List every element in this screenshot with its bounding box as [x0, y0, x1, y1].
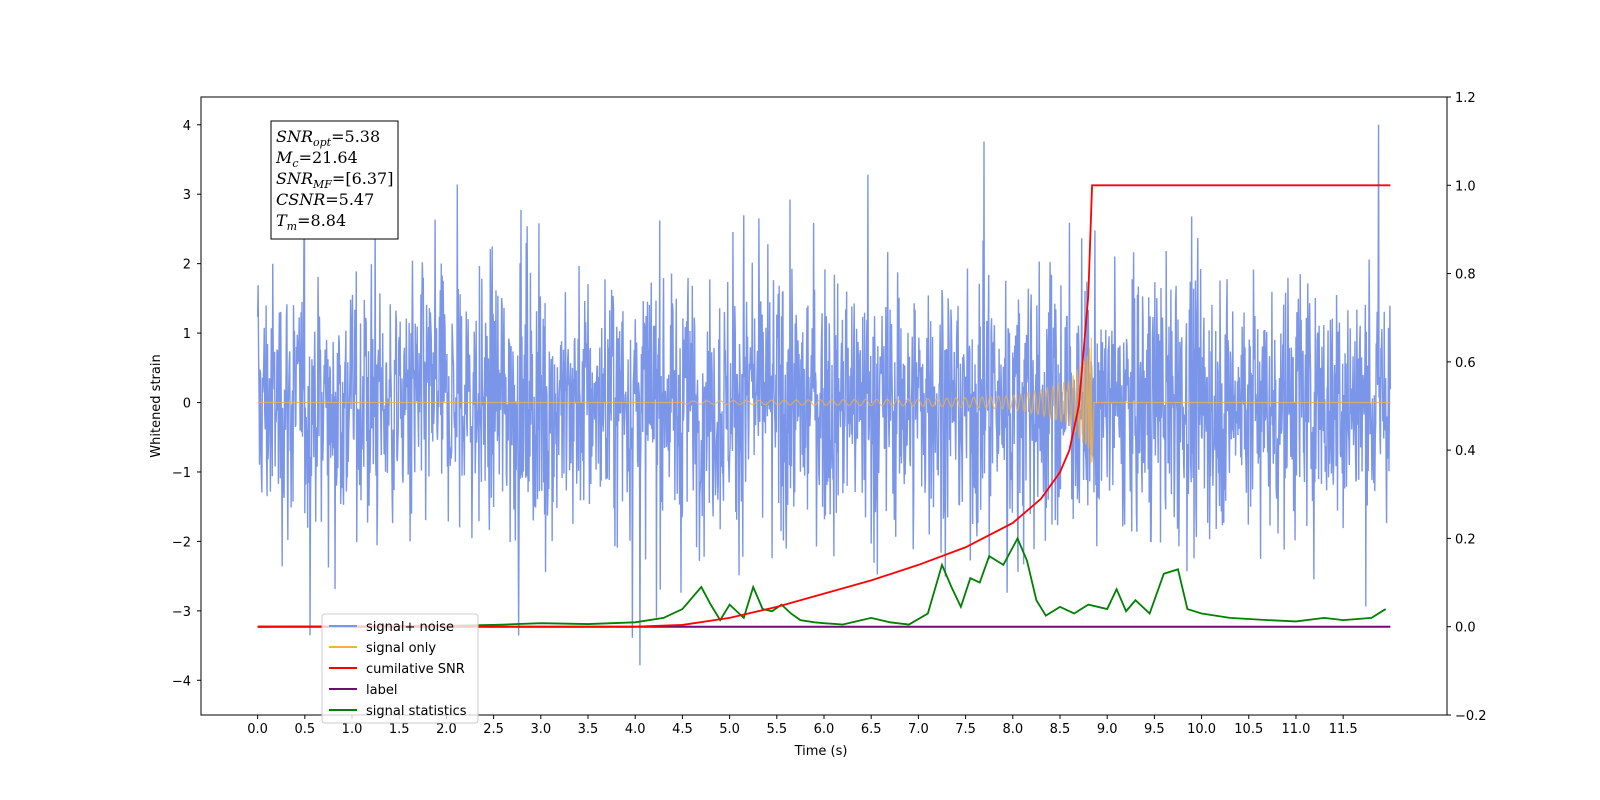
y-tick-label-left: 2 [183, 258, 191, 273]
series-signal-noise [256, 124, 1392, 666]
x-tick-label: 0.5 [294, 722, 315, 737]
x-tick-label: 6.5 [861, 722, 882, 737]
y-tick-label-left: 0 [183, 397, 191, 412]
legend: signal+ noise signal only cumilative SNR la… [321, 613, 479, 724]
legend-label: signal+ noise [366, 620, 454, 635]
y-tick-label-left: −4 [172, 674, 191, 689]
legend-frame [321, 613, 479, 724]
legend-label: cumilative SNR [366, 662, 465, 677]
stats-box: SNRopt=5.38Mc=21.64SNRMF=[6.37]CSNR=5.47… [270, 120, 399, 240]
y-axis-title: Whitened strain [149, 354, 164, 457]
y-tick-label-right: 0.2 [1455, 532, 1476, 547]
y-tick-label-right: 0.6 [1455, 356, 1476, 371]
series-signal-statistics [257, 536, 1387, 628]
x-tick-label: 1.0 [342, 722, 363, 737]
y-tick-label-right: 0.4 [1455, 444, 1476, 459]
x-tick-label: 2.5 [483, 722, 504, 737]
legend-label: label [366, 683, 397, 698]
x-tick-label: 8.0 [1002, 722, 1023, 737]
x-tick-label: 0.0 [247, 722, 268, 737]
stats-line: Mc=21.64 [275, 148, 358, 170]
x-tick-label: 2.0 [436, 722, 457, 737]
series-signal-only [257, 337, 1391, 464]
stats-line: SNRMF=[6.37] [276, 169, 393, 191]
x-tick-label: 11.5 [1329, 722, 1358, 737]
x-tick-label: 5.0 [719, 722, 740, 737]
stats-line: Tm=8.84 [276, 211, 346, 233]
y-tick-label-left: 3 [183, 188, 191, 203]
y-tick-label-right: 1.2 [1455, 91, 1476, 106]
x-tick-label: 5.5 [766, 722, 787, 737]
y-axis-right: 1.2 1.0 0.8 0.6 0.4 0.2 0.0 −0.2 [1447, 91, 1487, 724]
x-tick-label: 11.0 [1281, 722, 1310, 737]
y-tick-label-right: 0.8 [1455, 268, 1476, 283]
x-tick-label: 7.0 [908, 722, 929, 737]
x-tick-label: 9.5 [1144, 722, 1165, 737]
series-cumulative-snr [257, 184, 1391, 628]
x-tick-label: 8.5 [1050, 722, 1071, 737]
stats-box-frame [270, 120, 399, 240]
x-tick-label: 9.0 [1097, 722, 1118, 737]
y-axis-left: 4 3 2 1 0 −1 −2 −3 −4 [172, 119, 201, 689]
y-tick-label-left: 1 [183, 327, 191, 342]
x-tick-label: 4.5 [672, 722, 693, 737]
y-tick-label-left: −2 [172, 535, 191, 550]
stats-line: CSNR=5.47 [276, 190, 374, 209]
x-tick-label: 3.5 [578, 722, 599, 737]
y-tick-label-right: 0.0 [1455, 621, 1476, 636]
x-axis: 0.0 0.5 1.0 1.5 2.0 2.5 3.0 3.5 4.0 4.5 5.0 5.5 6.0 6… [247, 715, 1358, 737]
x-tick-label: 4.0 [625, 722, 646, 737]
stats-line: SNRopt=5.38 [276, 127, 380, 149]
y-tick-label-right: 1.0 [1455, 179, 1476, 194]
x-tick-label: 1.5 [389, 722, 410, 737]
x-tick-label: 10.0 [1187, 722, 1216, 737]
y-tick-label-right: −0.2 [1455, 709, 1487, 724]
y-tick-label-left: 4 [183, 119, 191, 134]
x-tick-label: 7.5 [955, 722, 976, 737]
legend-label: signal only [366, 641, 436, 656]
y-tick-label-left: −3 [172, 605, 191, 620]
x-axis-title: Time (s) [794, 744, 848, 759]
x-tick-label: 6.0 [814, 722, 835, 737]
x-tick-label: 3.0 [530, 722, 551, 737]
x-tick-label: 10.5 [1234, 722, 1263, 737]
y-tick-label-left: −1 [172, 466, 191, 481]
legend-label: signal statistics [366, 704, 467, 719]
